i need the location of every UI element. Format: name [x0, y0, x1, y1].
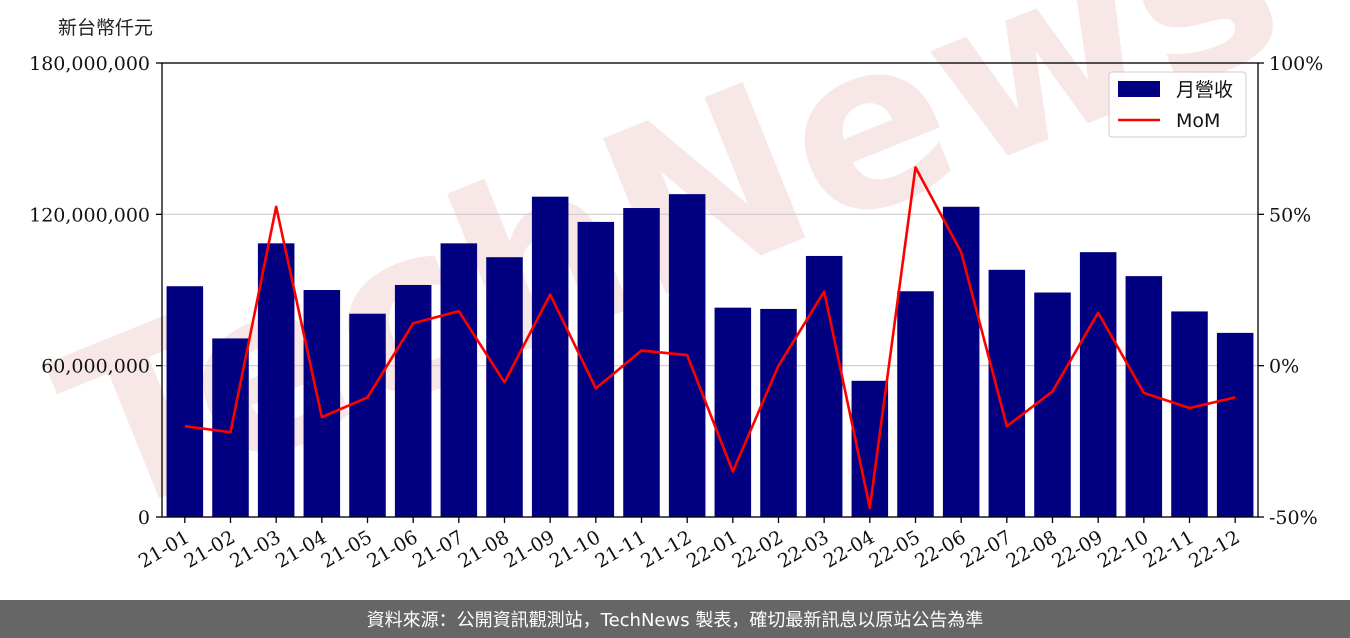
right-tick-label: 50%: [1269, 204, 1311, 226]
bar: [1216, 332, 1254, 517]
bar: [349, 313, 386, 517]
x-axis: 21-0121-0221-0321-0421-0521-0621-0721-08…: [135, 517, 1244, 573]
bar: [623, 208, 660, 517]
x-tick-label: 22-03: [774, 526, 832, 572]
bar: [1171, 311, 1208, 517]
x-tick-label: 22-02: [729, 526, 787, 572]
x-tick-label: 21-05: [318, 526, 376, 572]
bar: [166, 286, 204, 517]
bar: [714, 307, 752, 517]
bar: [1079, 252, 1117, 517]
bar: [988, 269, 1026, 517]
x-tick-label: 22-11: [1140, 526, 1198, 572]
source-footer: 資料來源：公開資訊觀測站，TechNews 製表，確切最新訊息以原站公告為準: [0, 600, 1350, 638]
legend: 月營收 MoM: [1108, 71, 1247, 138]
bar: [1034, 292, 1071, 517]
x-tick-label: 22-06: [911, 526, 969, 572]
mom-line: [184, 166, 1236, 510]
x-tick-label: 21-09: [500, 526, 558, 572]
x-tick-label: 22-01: [683, 526, 741, 572]
legend-bar-swatch: [1118, 81, 1160, 97]
x-tick-label: 21-04: [272, 526, 330, 572]
left-tick-label: 60,000,000: [41, 356, 150, 378]
bar: [440, 243, 478, 518]
x-tick-label: 21-08: [455, 526, 513, 572]
right-tick-label: 100%: [1269, 53, 1323, 75]
x-tick-label: 21-07: [409, 526, 467, 572]
legend-label-revenue: 月營收: [1176, 79, 1233, 101]
bar: [531, 196, 569, 517]
legend-label-mom: MoM: [1176, 110, 1220, 132]
bar: [942, 206, 980, 517]
bar: [760, 308, 797, 517]
plot-frame: [161, 62, 1259, 518]
x-tick-label: 21-11: [592, 526, 650, 572]
left-tick-label: 0: [138, 507, 150, 529]
right-tick-label: 0%: [1269, 356, 1299, 378]
x-tick-label: 21-03: [226, 526, 284, 572]
x-tick-label: 21-10: [546, 526, 604, 572]
source-text: 資料來源：公開資訊觀測站，TechNews 製表，確切最新訊息以原站公告為準: [366, 610, 984, 631]
right-axis: -50% 0% 50% 100%: [1258, 53, 1323, 529]
bar: [303, 290, 341, 517]
revenue-chart: TechNews 060,000,000120,000,000180,000,0…: [27, 0, 1323, 573]
bar: [805, 255, 843, 517]
bar: [577, 221, 615, 517]
x-tick-label: 22-05: [866, 526, 924, 572]
x-tick-label: 21-06: [363, 526, 421, 572]
left-axis: 0 60,000,000 120,000,000 180,000,000: [29, 53, 162, 529]
left-tick-label: 180,000,000: [29, 53, 150, 75]
x-tick-label: 22-08: [1003, 526, 1061, 572]
bar: [257, 243, 295, 518]
bar: [486, 257, 523, 517]
left-tick-label: 120,000,000: [29, 204, 150, 226]
x-tick-label: 22-10: [1094, 526, 1152, 572]
unit-label: 新台幣仟元: [58, 17, 153, 39]
x-tick-label: 21-12: [637, 526, 695, 572]
right-tick-label: -50%: [1269, 507, 1318, 529]
x-tick-label: 22-04: [820, 526, 878, 572]
x-tick-label: 22-12: [1185, 526, 1243, 572]
x-tick-label: 22-09: [1048, 526, 1106, 572]
bar-series: [166, 194, 1254, 518]
x-tick-label: 22-07: [957, 526, 1015, 572]
bar: [897, 291, 934, 517]
